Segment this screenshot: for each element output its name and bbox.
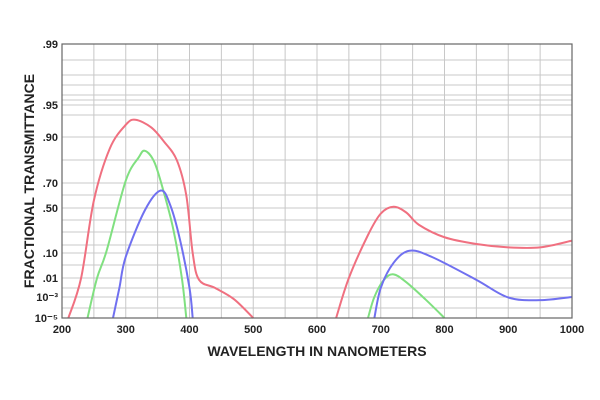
y-tick-label: .70 [43, 178, 58, 190]
series-1-curve-1 [67, 118, 254, 319]
y-tick-label: .99 [43, 39, 58, 51]
curves [67, 118, 573, 319]
series-3-curve-2 [373, 249, 573, 319]
series-2-curve-1 [86, 149, 188, 319]
y-axis-label: FRACTIONAL TRANSMITTANCE [21, 74, 37, 288]
x-tick-label: 800 [435, 324, 453, 336]
series-3-curve-1 [112, 189, 194, 319]
y-tick-label: .90 [43, 132, 58, 144]
x-tick-label: 900 [499, 324, 517, 336]
y-tick-label: .95 [43, 100, 58, 112]
x-tick-label: 200 [53, 324, 71, 336]
y-tick-labels: .99 .95 .90 .70 .50 .10 .01 10⁻³ 10⁻⁵ [35, 39, 59, 325]
y-tick-label: 10⁻³ [36, 292, 58, 304]
x-tick-label: 600 [308, 324, 326, 336]
x-tick-label: 500 [244, 324, 262, 336]
series-2-curve-2 [367, 273, 446, 319]
x-tick-label: 1000 [560, 324, 584, 336]
x-tick-label: 700 [372, 324, 390, 336]
series-1-curve-2 [335, 205, 573, 319]
x-tick-label: 400 [180, 324, 198, 336]
y-tick-label: .10 [43, 248, 58, 260]
x-tick-label: 300 [117, 324, 135, 336]
grid [62, 43, 572, 319]
plot-frame [61, 43, 573, 319]
y-tick-label: 10⁻⁵ [35, 313, 58, 325]
x-tick-labels: 200 300 400 500 600 700 800 900 1000 [53, 324, 584, 336]
x-axis-label: WAVELENGTH IN NANOMETERS [207, 343, 426, 359]
y-tick-label: .01 [43, 273, 58, 285]
y-tick-label: .50 [43, 203, 58, 215]
